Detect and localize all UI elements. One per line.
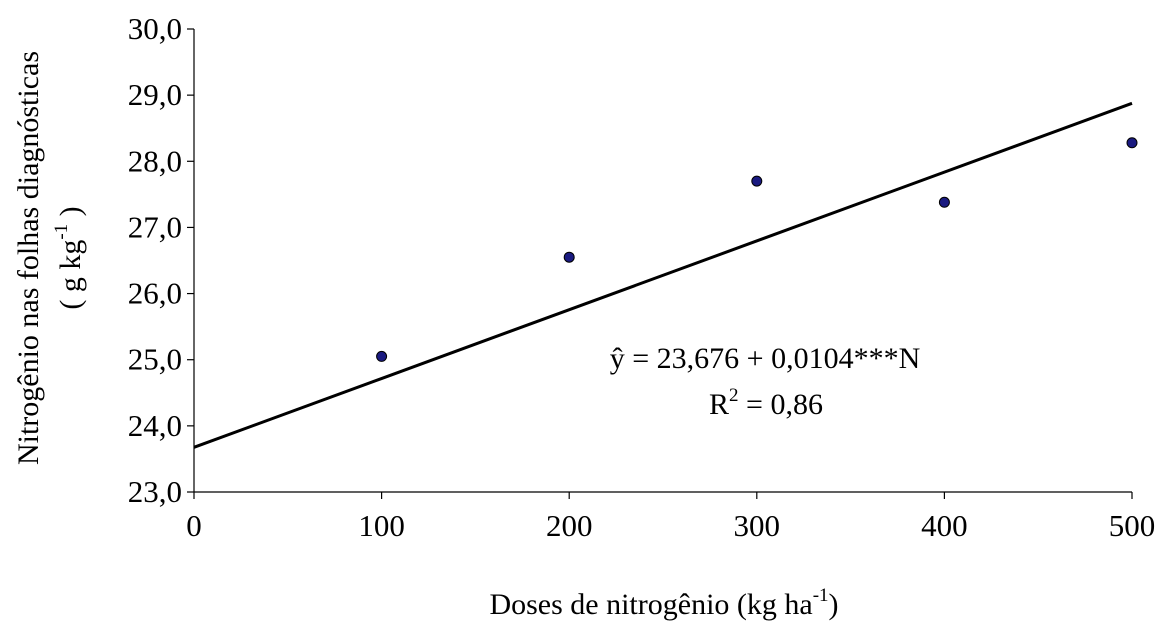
x-tick-label: 0 xyxy=(186,508,202,543)
y-axis-title-line2: ( g kg-1 ) xyxy=(51,206,87,309)
x-tick-label: 300 xyxy=(734,508,781,543)
y-tick-label: 23,0 xyxy=(128,474,182,509)
y-axis-title-line1: Nitrogênio nas folhas diagnósticas xyxy=(12,51,45,465)
y-tick-label: 28,0 xyxy=(128,143,182,178)
r-squared-sup: 2 xyxy=(729,385,739,406)
r-squared-label: R2 = 0,86 xyxy=(709,385,823,421)
regression-equation: ŷ = 23,676 + 0,0104***N xyxy=(610,342,921,375)
r-squared-value: = 0,86 xyxy=(739,388,823,421)
x-tick-label: 400 xyxy=(921,508,968,543)
data-point xyxy=(376,350,388,362)
regression-line xyxy=(193,101,1133,449)
y-axis-title: Nitrogênio nas folhas diagnósticas xyxy=(12,51,45,465)
x-axis-title-tail: ) xyxy=(829,588,839,621)
y-tick-label: 26,0 xyxy=(128,276,182,311)
y-axis-units-sup: -1 xyxy=(51,224,72,240)
data-point xyxy=(751,175,763,187)
series-layer xyxy=(193,101,1138,449)
x-tick-label: 100 xyxy=(358,508,405,543)
y-axis-units-tail: ) xyxy=(54,206,87,224)
y-tick-label: 27,0 xyxy=(128,209,182,244)
data-point xyxy=(1126,137,1138,149)
data-point xyxy=(938,196,950,208)
x-axis-title-text: Doses de nitrogênio (kg ha xyxy=(489,588,812,621)
x-tick-label: 200 xyxy=(546,508,593,543)
data-point xyxy=(563,251,575,263)
r-squared-prefix: R xyxy=(709,388,729,421)
x-axis-title: Doses de nitrogênio (kg ha-1) xyxy=(489,585,838,621)
x-axis-title-sup: -1 xyxy=(813,585,829,606)
y-tick-label: 29,0 xyxy=(128,77,182,112)
x-tick-label: 500 xyxy=(1109,508,1156,543)
y-tick-label: 30,0 xyxy=(128,11,182,46)
y-axis-units-text: ( g kg xyxy=(54,240,87,310)
y-tick-label: 24,0 xyxy=(128,408,182,443)
y-tick-label: 25,0 xyxy=(128,342,182,377)
y-axis-title-units: ( g kg-1 ) xyxy=(51,206,87,309)
axes-layer xyxy=(193,29,1132,493)
ticks-layer: 23,0 24,0 25,0 26,0 27,0 28,0 29,0 30,0 0 100 200 3… xyxy=(128,11,1156,543)
